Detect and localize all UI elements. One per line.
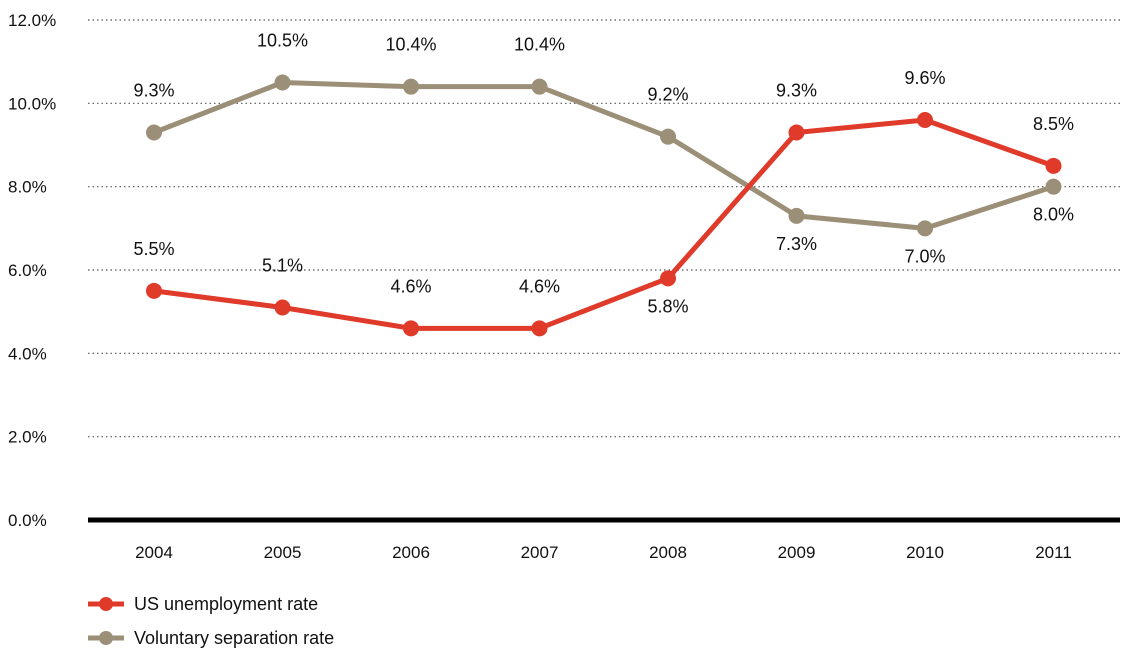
data-label: 7.3%: [776, 234, 817, 254]
x-tick-label: 2009: [778, 543, 816, 562]
data-label: 5.1%: [262, 256, 303, 276]
data-point: [274, 74, 291, 91]
series-line: [153, 117, 1055, 331]
data-point: [403, 320, 419, 337]
data-label: 5.5%: [133, 239, 174, 259]
line-chart: 0.0% 2.0% 4.0% 6.0% 8.0% 10.0% 12.0% 2004 2005 20…: [8, 11, 1120, 562]
legend: US unemployment rate Voluntary separatio…: [88, 590, 334, 658]
data-label: 5.8%: [647, 296, 688, 316]
data-point: [1045, 178, 1062, 195]
x-tick-label: 2004: [135, 543, 173, 562]
legend-item-voluntary-separation: Voluntary separation rate: [88, 624, 334, 652]
data-label: 10.4%: [385, 35, 436, 55]
legend-swatch-unemployment: [88, 597, 124, 611]
data-point: [274, 299, 291, 316]
data-label: 10.4%: [514, 35, 565, 55]
y-tick-label: 2.0%: [8, 428, 47, 447]
y-tick-label: 10.0%: [8, 94, 56, 113]
data-point: [146, 282, 162, 299]
data-label: 10.5%: [257, 31, 308, 51]
data-point: [788, 124, 805, 141]
data-point: [788, 207, 805, 224]
data-point: [1045, 157, 1062, 174]
y-tick-label: 8.0%: [8, 178, 47, 197]
y-tick-label: 6.0%: [8, 261, 47, 280]
data-point: [146, 124, 162, 141]
data-point: [917, 220, 933, 237]
data-point: [660, 128, 676, 145]
data-label: 9.3%: [776, 81, 817, 101]
x-tick-label: 2010: [906, 543, 944, 562]
x-tick-label: 2007: [521, 543, 559, 562]
data-label: 9.2%: [647, 85, 688, 105]
legend-swatch-voluntary-separation: [88, 631, 124, 645]
y-tick-label: 4.0%: [8, 344, 47, 363]
data-label: 4.6%: [390, 276, 431, 296]
x-tick-label: 2006: [392, 543, 430, 562]
data-label: 8.0%: [1033, 205, 1074, 225]
y-tick-label: 12.0%: [8, 11, 56, 30]
data-point: [531, 78, 548, 95]
data-point: [660, 270, 676, 287]
data-point: [531, 320, 548, 337]
data-label: 7.0%: [904, 246, 945, 266]
x-tick-label: 2011: [1035, 543, 1072, 562]
data-label: 8.5%: [1033, 114, 1074, 134]
data-label: 9.3%: [133, 81, 174, 101]
data-label: 9.6%: [904, 68, 945, 88]
legend-item-unemployment: US unemployment rate: [88, 590, 334, 618]
x-tick-label: 2005: [264, 543, 302, 562]
legend-label-voluntary-separation: Voluntary separation rate: [134, 627, 335, 648]
data-label: 4.6%: [519, 276, 560, 296]
x-tick-label: 2008: [649, 543, 687, 562]
data-point: [917, 112, 933, 128]
data-point: [403, 78, 419, 95]
y-tick-label: 0.0%: [8, 511, 47, 530]
series-line: [153, 80, 1055, 231]
legend-label-unemployment: US unemployment rate: [134, 593, 319, 614]
